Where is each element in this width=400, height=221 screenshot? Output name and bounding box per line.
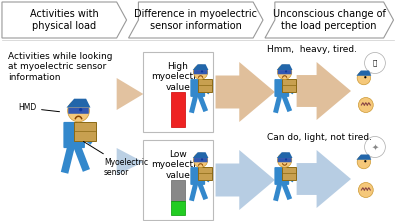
Text: Can do, light, not tired.: Can do, light, not tired. (267, 133, 372, 143)
Circle shape (285, 158, 287, 160)
Circle shape (368, 69, 372, 74)
Polygon shape (216, 62, 275, 122)
FancyBboxPatch shape (63, 122, 85, 148)
Circle shape (357, 71, 370, 85)
Polygon shape (356, 70, 371, 76)
Polygon shape (297, 62, 351, 120)
Text: HMD: HMD (18, 103, 60, 112)
Text: Activities while looking
at myoelectric sensor
information: Activities while looking at myoelectric … (8, 52, 112, 82)
Circle shape (278, 65, 292, 79)
Polygon shape (216, 150, 275, 210)
FancyBboxPatch shape (68, 108, 89, 114)
Text: Myoelectric
sensor: Myoelectric sensor (84, 141, 148, 177)
Circle shape (357, 155, 370, 169)
Text: Difference in myoelectric
sensor information: Difference in myoelectric sensor informa… (134, 9, 257, 31)
Bar (171, 180, 185, 201)
Text: Activities with
physical load: Activities with physical load (30, 9, 99, 31)
Polygon shape (193, 152, 208, 158)
FancyBboxPatch shape (198, 167, 212, 180)
Polygon shape (265, 2, 394, 38)
Circle shape (358, 183, 373, 198)
Text: Hmm,  heavy, tired.: Hmm, heavy, tired. (267, 46, 357, 55)
FancyBboxPatch shape (143, 52, 212, 132)
Polygon shape (2, 2, 126, 38)
Polygon shape (117, 78, 143, 110)
FancyBboxPatch shape (194, 158, 208, 162)
Circle shape (194, 153, 208, 167)
Text: 💦: 💦 (373, 60, 377, 66)
FancyBboxPatch shape (278, 158, 292, 162)
Polygon shape (193, 64, 208, 70)
Circle shape (369, 65, 375, 70)
Circle shape (201, 70, 203, 72)
Circle shape (366, 73, 369, 76)
Circle shape (364, 76, 366, 78)
FancyBboxPatch shape (143, 140, 212, 220)
Circle shape (285, 70, 287, 72)
FancyBboxPatch shape (274, 167, 289, 185)
Polygon shape (128, 2, 263, 38)
Circle shape (368, 153, 372, 158)
Bar (171, 201, 185, 215)
Circle shape (358, 97, 373, 112)
Circle shape (201, 158, 203, 160)
Polygon shape (277, 64, 292, 70)
FancyBboxPatch shape (198, 79, 212, 91)
FancyBboxPatch shape (190, 79, 205, 97)
Text: ✦: ✦ (372, 143, 378, 152)
FancyBboxPatch shape (282, 167, 296, 180)
Circle shape (194, 65, 208, 79)
Text: Low
myoelectric
value: Low myoelectric value (151, 150, 205, 180)
Circle shape (364, 137, 385, 158)
Circle shape (68, 100, 89, 122)
Polygon shape (66, 99, 90, 107)
FancyBboxPatch shape (190, 167, 205, 185)
Text: Unconscious change of
the load perception: Unconscious change of the load perceptio… (273, 9, 386, 31)
FancyBboxPatch shape (74, 122, 96, 141)
Circle shape (369, 149, 375, 154)
Circle shape (364, 160, 366, 162)
Polygon shape (297, 150, 351, 208)
Circle shape (278, 153, 292, 167)
FancyBboxPatch shape (282, 79, 296, 91)
Circle shape (366, 157, 369, 160)
FancyBboxPatch shape (274, 79, 289, 97)
Bar (171, 92, 185, 127)
Circle shape (79, 108, 82, 111)
Polygon shape (356, 154, 371, 160)
FancyBboxPatch shape (194, 70, 208, 74)
Text: High
myoelectric
value: High myoelectric value (151, 62, 205, 92)
Polygon shape (117, 148, 143, 175)
Polygon shape (277, 152, 292, 158)
FancyBboxPatch shape (278, 70, 292, 74)
Circle shape (364, 53, 385, 74)
